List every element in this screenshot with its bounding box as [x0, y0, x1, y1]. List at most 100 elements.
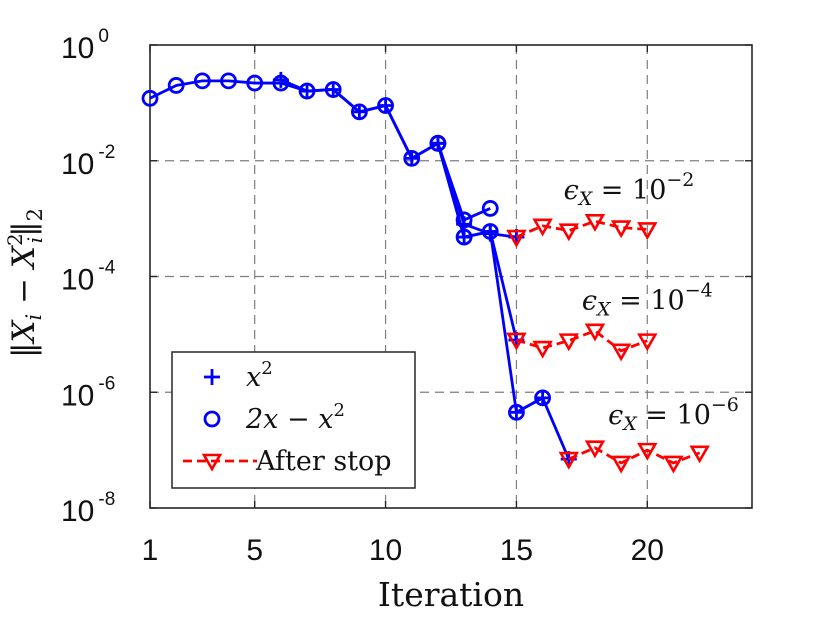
series-line	[436, 142, 491, 239]
y-tick-label: 10 -8	[61, 489, 115, 528]
annotation-subscript: X	[595, 298, 612, 320]
annotation-base: 10	[632, 175, 666, 206]
data-point	[637, 222, 658, 241]
y-label-X2: X	[6, 244, 42, 270]
series-7	[506, 323, 658, 362]
annotation-label: ϵX = 10−4	[582, 279, 713, 320]
y-tick-exponent: -2	[98, 142, 115, 163]
annotation-epsilon: ϵ	[582, 285, 597, 316]
annotation-epsilon: ϵ	[608, 400, 623, 431]
legend-text-base: x	[318, 404, 333, 435]
data-point	[532, 340, 553, 359]
legend-text: After stop	[255, 446, 392, 477]
legend-text-exp: 2	[261, 358, 272, 379]
annotation-subscript: X	[577, 188, 594, 210]
data-point	[506, 229, 527, 248]
annotation-equals: =	[592, 175, 632, 206]
y-label-sub-i2: i	[23, 237, 47, 243]
data-point	[637, 442, 658, 461]
data-point	[350, 103, 368, 121]
y-axis-label-text: ‖Xi − X2i‖2	[3, 208, 47, 358]
y-label-norm-close: ‖	[6, 221, 42, 237]
legend-entry: x2	[204, 358, 273, 393]
y-label-sub-i: i	[22, 314, 46, 321]
data-point	[324, 81, 342, 98]
y-axis-label: ‖Xi − X2i‖2	[3, 208, 47, 358]
data-point	[558, 451, 580, 470]
series-group	[141, 71, 710, 474]
data-point	[558, 223, 580, 242]
legend-marker	[204, 369, 220, 385]
data-point	[532, 218, 553, 237]
grid	[150, 45, 752, 508]
y-label-norm-open: ‖	[6, 343, 42, 359]
data-point	[481, 200, 499, 217]
legend-marker	[201, 453, 223, 472]
y-tick-label: 10 -6	[61, 373, 115, 412]
x-tick-label: 20	[631, 534, 664, 567]
y-tick-base: 10	[61, 379, 94, 412]
x-tick-label: 10	[369, 534, 402, 567]
annotation-base: 10	[677, 400, 711, 431]
legend-entry: After stop	[183, 446, 392, 477]
data-point	[610, 220, 632, 239]
annotations: ϵX = 10−2ϵX = 10−4ϵX = 10−6	[564, 169, 739, 435]
legend-text-exp: 2	[333, 400, 344, 421]
y-label-X: X	[6, 319, 42, 345]
series-8	[558, 440, 710, 474]
legend-entry: 2x − x2	[203, 400, 345, 435]
annotation-epsilon: ϵ	[564, 175, 579, 206]
series-6	[506, 213, 658, 248]
data-point	[455, 211, 473, 229]
data-point	[610, 455, 632, 474]
annotation-exponent: −4	[685, 279, 713, 301]
annotation-label: ϵX = 10−2	[564, 169, 695, 210]
series-line	[515, 396, 544, 414]
y-tick-exponent: 0	[98, 26, 109, 47]
y-label-sub-2: 2	[23, 208, 47, 221]
y-tick-label: 10 0	[61, 26, 109, 65]
data-point	[141, 89, 159, 107]
data-point	[455, 228, 473, 246]
legend-label: x2	[246, 358, 273, 393]
series-line	[149, 79, 491, 222]
legend-text-pre: 2x	[245, 404, 278, 435]
y-tick-exponent: -8	[98, 489, 115, 510]
data-point	[377, 97, 394, 114]
data-point	[429, 134, 447, 152]
data-point	[584, 213, 606, 232]
y-label-minus: −	[6, 268, 42, 314]
legend-label: After stop	[255, 446, 392, 477]
y-tick-base: 10	[61, 148, 94, 181]
y-tick-exponent: -6	[98, 373, 115, 394]
annotation-equals: =	[611, 285, 651, 316]
data-point	[663, 455, 684, 474]
legend-marker	[203, 410, 221, 428]
data-point	[298, 82, 316, 100]
x-axis-label: Iteration	[378, 575, 524, 614]
data-point	[272, 74, 290, 92]
data-point	[610, 343, 632, 362]
data-point	[534, 389, 552, 407]
data-point	[508, 403, 525, 421]
y-label-sup: 2	[3, 233, 27, 246]
series-5	[508, 389, 552, 421]
data-point	[167, 77, 185, 94]
y-tick-base: 10	[61, 264, 94, 297]
annotation-exponent: −2	[666, 169, 694, 191]
legend-text-base: x	[246, 362, 261, 393]
x-tick-label: 5	[246, 534, 263, 567]
data-point	[193, 72, 211, 90]
data-point	[558, 333, 580, 352]
data-point	[506, 332, 527, 351]
data-point	[584, 323, 606, 342]
legend-text-minus: −	[278, 404, 318, 435]
y-tick-label: 10 -4	[61, 258, 116, 297]
annotation-label: ϵX = 10−6	[608, 394, 739, 435]
y-tick-exponent: -4	[98, 258, 115, 279]
data-point	[584, 440, 606, 459]
annotation-exponent: −6	[711, 394, 739, 416]
series-line	[568, 446, 701, 465]
